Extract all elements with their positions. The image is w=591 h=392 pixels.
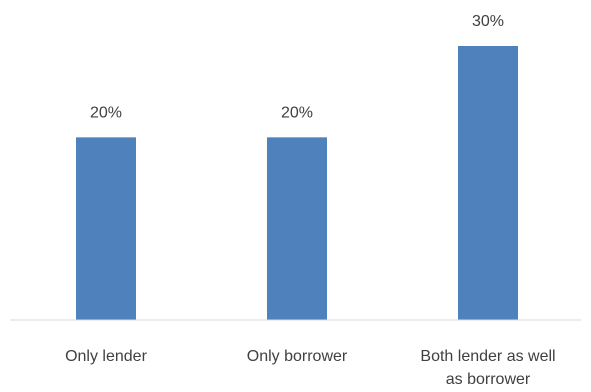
bars-group	[76, 46, 518, 320]
bar-2	[267, 137, 327, 320]
category-label-line: Only lender	[65, 348, 147, 365]
category-label-1: Only lender	[65, 348, 147, 365]
value-labels-group: 20% 20% 30%	[90, 13, 504, 121]
category-label-3: Both lender as well as borrower	[420, 348, 555, 388]
value-label-1: 20%	[90, 104, 122, 121]
category-label-line: Both lender as well	[420, 348, 555, 365]
bar-1	[76, 137, 136, 320]
category-label-line: Only borrower	[247, 348, 348, 365]
category-labels-group: Only lender Only borrower Both lender as w…	[65, 348, 556, 388]
value-label-2: 20%	[281, 104, 313, 121]
bar-3	[458, 46, 518, 320]
category-label-line: as borrower	[446, 371, 531, 388]
category-label-2: Only borrower	[247, 348, 348, 365]
value-label-3: 30%	[472, 13, 504, 30]
